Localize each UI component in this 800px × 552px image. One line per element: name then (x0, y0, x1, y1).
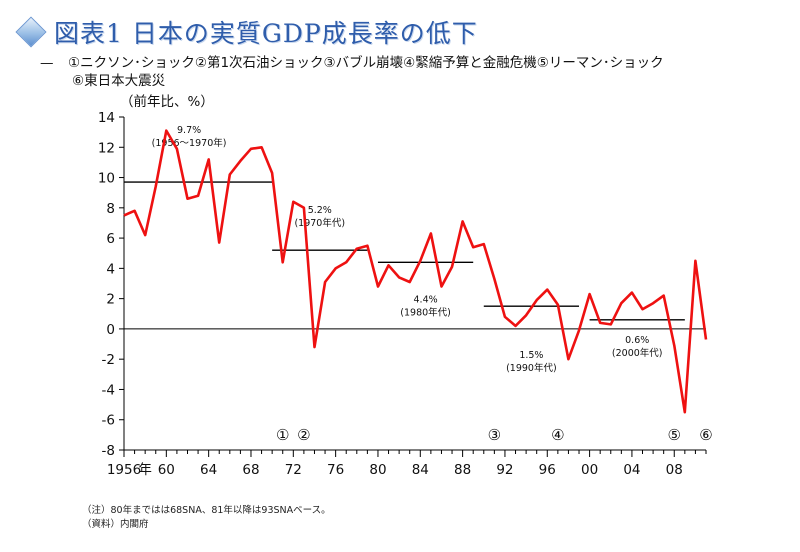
x-tick-label: 88 (454, 462, 471, 478)
y-axis-title: （前年比、%） (120, 93, 214, 110)
legend-dash: — (40, 55, 54, 71)
event-marker: ⑥ (699, 426, 712, 444)
event-marker: ⑤ (668, 426, 681, 444)
legend-line-1: ①ニクソン･ショック②第1次石油ショック③バブル崩壊④緊縮予算と金融危機⑤リーマ… (68, 55, 664, 71)
event-marker: ② (297, 426, 310, 444)
x-tick-label: 00 (581, 462, 598, 478)
average-label: 5.2% (308, 205, 332, 216)
chart-title-text: 図表1 日本の実質GDP成長率の低下 (54, 19, 478, 48)
y-tick-label: 8 (106, 201, 115, 217)
note-source: （資料）内閣府 (82, 519, 149, 530)
note-line-1: （注）80年まではは68SNA、81年以降は93SNAベース。 (82, 505, 331, 516)
event-legend: — ①ニクソン･ショック②第1次石油ショック③バブル崩壊④緊縮予算と金融危機⑤リー… (40, 54, 760, 90)
x-tick-label: 72 (285, 462, 302, 478)
y-tick-label: -2 (102, 352, 115, 368)
y-tick-label: -6 (102, 413, 115, 429)
x-tick-label: 76 (327, 462, 344, 478)
average-label: 4.4% (414, 294, 438, 305)
x-tick-label: 1956 (107, 462, 141, 478)
x-tick-label: 92 (496, 462, 513, 478)
y-tick-label: 2 (106, 292, 115, 308)
x-tick-label: 04 (623, 462, 640, 478)
chart-notes: （注）80年まではは68SNA、81年以降は93SNAベース。 （資料）内閣府 (82, 504, 331, 532)
chart-title: 図表1 日本の実質GDP成長率の低下 (14, 14, 478, 50)
x-tick-label: 60 (158, 462, 175, 478)
y-tick-label: 4 (106, 261, 115, 277)
average-sublabel: (1970年代) (294, 217, 345, 229)
x-tick-label: 80 (369, 462, 386, 478)
x-tick-label: 08 (666, 462, 683, 478)
average-sublabel: (1980年代) (400, 306, 451, 318)
y-tick-label: -4 (102, 382, 115, 398)
y-tick-label: -8 (102, 443, 115, 459)
event-marker: ① (276, 426, 289, 444)
y-tick-label: 12 (98, 140, 115, 156)
average-sublabel: (2000年代) (612, 347, 663, 359)
event-marker: ③ (488, 426, 501, 444)
y-tick-label: 6 (106, 231, 115, 247)
x-tick-label: 96 (539, 462, 556, 478)
x-tick-label: 84 (412, 462, 429, 478)
average-label: 1.5% (519, 350, 543, 361)
x-tick-label: 68 (242, 462, 259, 478)
x-tick-label: 年 (138, 462, 152, 478)
average-label: 9.7% (177, 125, 201, 136)
average-sublabel: (1990年代) (506, 362, 557, 374)
y-tick-label: 14 (98, 110, 115, 126)
x-tick-label: 64 (200, 462, 217, 478)
y-tick-label: 0 (106, 322, 115, 338)
event-marker: ④ (551, 426, 564, 444)
y-tick-label: 10 (98, 171, 115, 187)
gdp-growth-line (123, 129, 708, 414)
average-label: 0.6% (625, 335, 649, 346)
legend-line-2: ⑥東日本大震災 (72, 73, 166, 89)
